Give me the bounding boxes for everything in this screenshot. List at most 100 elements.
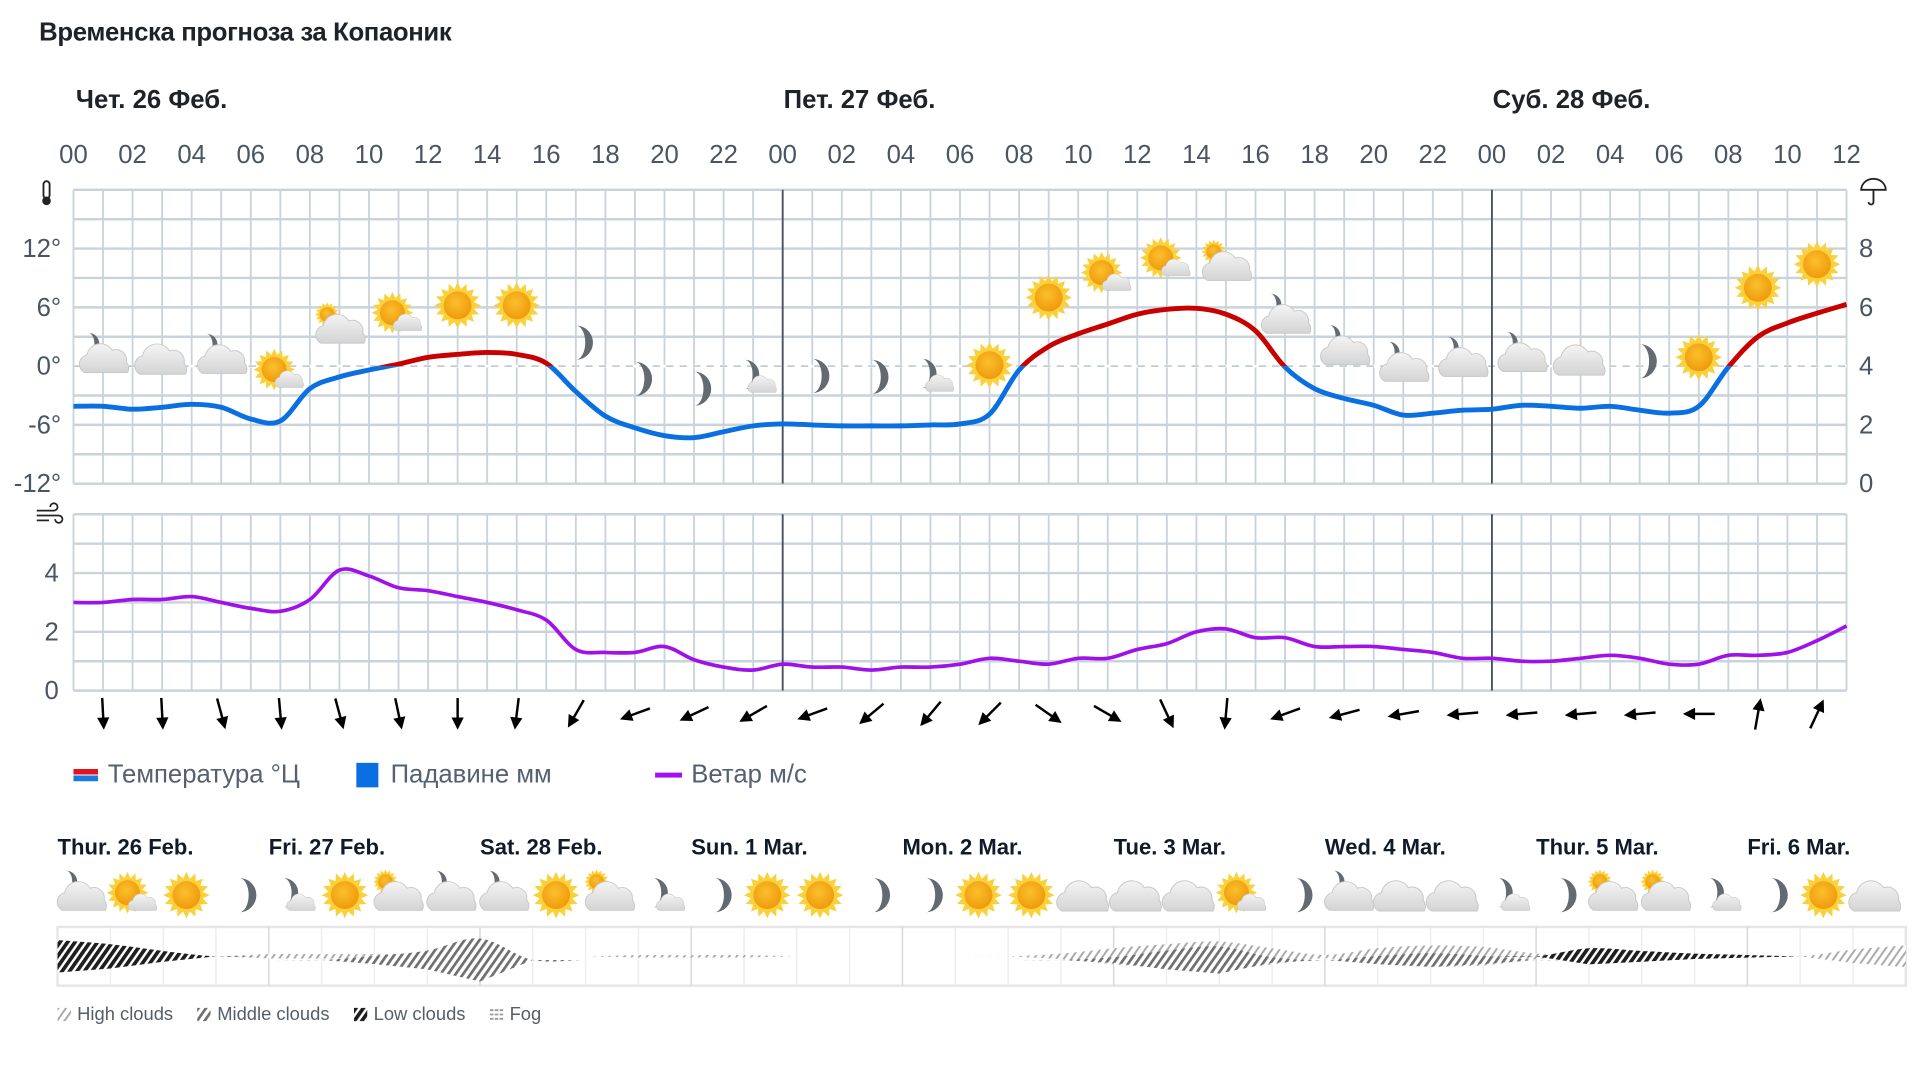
wind-line <box>73 567 1848 672</box>
legend-high-clouds: High clouds <box>57 1004 173 1025</box>
moon-icon <box>1639 344 1657 379</box>
hour-label: 08 <box>1714 141 1743 169</box>
outlook-icon-cloudy <box>1161 880 1215 912</box>
hour-label: 10 <box>355 141 384 169</box>
sun-icon <box>955 871 1002 919</box>
temp-axis-label: 12° <box>22 235 61 263</box>
legend-wind[interactable]: Ветар м/с <box>608 760 807 789</box>
legend-precipitation[interactable]: Падавине мм <box>356 760 552 789</box>
outlook-icon-cloudy-sun <box>373 869 424 911</box>
sun-icon <box>434 282 481 329</box>
sun-icon <box>532 871 580 919</box>
wind-direction-arrow <box>451 697 464 730</box>
cloud-icon <box>584 881 635 911</box>
weather-icon-night-partly <box>921 358 954 392</box>
chart-legend: Температура °Ц Падавине мм Ветар м/с <box>73 760 863 789</box>
wind-direction-arrow <box>393 698 406 730</box>
cloud-icon <box>1588 881 1639 911</box>
outlook-icon-sun <box>955 871 1002 919</box>
cloud-icon <box>1712 893 1742 911</box>
sun-icon <box>163 871 210 919</box>
hour-label: 18 <box>591 141 620 169</box>
temp-axis-label: 6° <box>37 294 62 322</box>
moon-icon <box>575 325 593 360</box>
weather-icon-cloudy-sun <box>1201 239 1253 281</box>
outlook-icon-night-partly <box>653 877 686 911</box>
moon-icon <box>634 361 653 397</box>
hour-label: 12 <box>1123 141 1152 169</box>
hour-label: 14 <box>1182 141 1211 169</box>
hour-label: 10 <box>1064 141 1093 169</box>
wind-direction-arrow <box>215 698 229 730</box>
low-clouds-swatch <box>354 1007 368 1022</box>
precip-axis-label: 0 <box>1859 470 1873 498</box>
wind-direction-arrow <box>859 702 885 725</box>
weather-icon-sun <box>434 282 481 329</box>
hour-label: 06 <box>946 141 975 169</box>
moon-icon <box>714 877 732 913</box>
wind-direction-arrow <box>1505 708 1538 721</box>
cloud-icon <box>128 893 158 911</box>
cloud-icon <box>479 881 530 911</box>
precip-axis-label: 8 <box>1859 235 1873 263</box>
moon-icon <box>239 877 257 913</box>
weather-icon-night-cloudy <box>1320 324 1371 366</box>
high-clouds-swatch <box>57 1007 72 1022</box>
cloud-icon <box>1201 251 1253 281</box>
hour-label: 16 <box>532 141 561 169</box>
sun-icon <box>321 871 369 919</box>
outlook-icon-night-partly <box>1498 877 1531 911</box>
weather-icon-moon <box>634 361 653 397</box>
moon-icon <box>1295 877 1313 913</box>
outlook-icon-cloudy <box>1056 880 1110 912</box>
sun-icon <box>796 871 844 919</box>
wind-icon <box>36 502 64 524</box>
hour-label: 08 <box>1005 141 1034 169</box>
cloud-icon <box>1161 258 1191 277</box>
cloud-icon <box>134 343 188 375</box>
wind-direction-arrow <box>1682 707 1715 721</box>
wind-direction-arrow <box>739 704 768 722</box>
sun-icon <box>1675 334 1723 381</box>
weather-icon-moon <box>812 358 830 394</box>
outlook-day-label: Sat. 28 Feb. <box>480 835 603 860</box>
cloud-icon <box>1324 881 1375 911</box>
wind-direction-arrow <box>797 707 828 721</box>
outlook-icon-cloudy <box>1373 880 1426 912</box>
page-title: Временска прогноза за Копаоник <box>39 18 452 47</box>
hour-label: 02 <box>118 141 147 169</box>
wind-direction-arrow <box>334 698 347 730</box>
precipitation-swatch <box>356 762 379 788</box>
moon-icon <box>872 877 891 913</box>
outlook-day-label: Fri. 27 Feb. <box>268 835 386 860</box>
weather-icon-sun <box>493 282 541 329</box>
outlook-icon-night-partly <box>1709 877 1742 911</box>
cloud-icon <box>373 881 424 911</box>
sun-icon <box>966 341 1013 389</box>
wind-direction-arrow <box>1752 698 1765 730</box>
middle-clouds-swatch <box>197 1007 212 1022</box>
wind-axis-label: 0 <box>44 677 58 705</box>
middle-clouds-band <box>57 938 1906 982</box>
outlook-icon-sun <box>1800 871 1847 919</box>
temp-axis-label: 0° <box>37 353 62 381</box>
outlook-icon-moon <box>1295 877 1313 913</box>
cloud-icon <box>78 343 130 373</box>
thermometer-icon <box>42 180 51 206</box>
outlook-icon-sun <box>321 871 369 919</box>
hour-label: 10 <box>1773 141 1802 169</box>
wind-direction-arrow <box>619 707 651 721</box>
outlook-icon-sun <box>796 871 844 919</box>
legend-temperature[interactable]: Температура °Ц <box>73 760 300 789</box>
weather-icon-cloudy <box>1552 344 1606 376</box>
outlook-day-label: Wed. 4 Mar. <box>1324 835 1446 860</box>
outlook-icon-sun <box>532 871 580 919</box>
weather-icon-sun <box>966 341 1013 389</box>
wind-direction-arrow <box>679 706 709 721</box>
outlook-icon-moon <box>925 877 943 913</box>
weather-icon-sun <box>1734 264 1782 312</box>
hour-label: 08 <box>296 141 325 169</box>
wind-direction-arrow <box>97 697 110 730</box>
hour-label: 04 <box>1596 141 1625 169</box>
